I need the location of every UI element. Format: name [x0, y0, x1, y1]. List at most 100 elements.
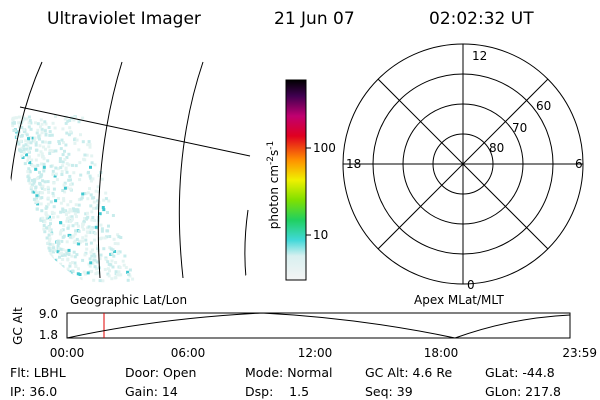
pixel	[60, 229, 63, 232]
date: 21 Jun 07	[274, 9, 355, 29]
pixel	[92, 252, 96, 256]
pixel	[68, 174, 72, 178]
pixel	[96, 185, 100, 189]
pixel	[68, 271, 72, 275]
pixel	[68, 262, 72, 266]
pixel	[88, 143, 92, 147]
pixel	[101, 206, 105, 209]
pixel	[97, 271, 101, 275]
pixel	[104, 191, 108, 195]
x-tick-label: 18:00	[424, 346, 459, 360]
pixel	[37, 194, 40, 198]
pixel	[81, 116, 85, 120]
pixel	[63, 276, 66, 279]
pixel	[92, 278, 96, 282]
pixel	[40, 122, 44, 126]
pixel	[106, 211, 109, 214]
pixel	[62, 224, 66, 227]
pixel	[52, 187, 56, 191]
pixel	[89, 241, 93, 245]
pixel	[48, 248, 52, 252]
status-field: Dsp: 1.5	[245, 384, 309, 399]
pixel	[100, 177, 104, 181]
pixel	[59, 262, 63, 266]
pixel	[48, 152, 52, 155]
pixel	[89, 179, 93, 183]
pixel	[74, 164, 78, 168]
pixel	[33, 136, 37, 140]
pixel	[39, 174, 43, 178]
pixel	[51, 215, 55, 219]
pixel	[46, 187, 50, 191]
label-exponent: -2	[266, 156, 276, 165]
pixel	[11, 121, 15, 125]
pixel	[65, 170, 69, 174]
pixel	[61, 153, 65, 157]
pixel	[71, 163, 74, 167]
pixel	[63, 158, 67, 161]
pixel	[109, 263, 113, 267]
pixel	[113, 276, 117, 280]
pixel	[94, 189, 98, 193]
pixel	[25, 117, 29, 121]
pixel	[60, 138, 64, 142]
pixel	[68, 234, 72, 237]
pixel	[90, 210, 94, 214]
pixel	[73, 255, 77, 259]
pixel	[55, 262, 58, 266]
colorbar	[285, 79, 307, 281]
pixel	[72, 250, 76, 254]
pixel	[86, 197, 90, 201]
pixel	[110, 252, 114, 256]
pixel	[47, 141, 51, 145]
pixel	[41, 187, 44, 190]
pixel	[76, 267, 80, 271]
pixel	[15, 116, 18, 120]
pixel	[103, 268, 107, 271]
pixel	[78, 239, 82, 243]
pixel	[25, 147, 29, 151]
pixel	[99, 253, 103, 257]
pixel	[78, 161, 82, 165]
pixel	[54, 199, 58, 203]
pixel	[20, 133, 24, 137]
y-tick-label: 1.8	[39, 328, 58, 342]
pixel	[27, 176, 31, 180]
time: 02:02:32 UT	[429, 9, 534, 29]
pixel	[76, 210, 80, 214]
pixel	[86, 191, 90, 195]
pixel	[123, 254, 127, 258]
pixel	[63, 190, 67, 194]
pixel	[126, 270, 130, 274]
pixel	[81, 236, 85, 240]
pixel	[61, 248, 65, 251]
pixel	[56, 215, 60, 219]
pixel	[80, 225, 84, 229]
pixel	[74, 210, 78, 214]
status-field: GC Alt: 4.6 Re	[365, 365, 452, 380]
pixel	[35, 148, 39, 152]
pixel	[76, 272, 80, 276]
pixel	[61, 164, 65, 168]
pixel	[41, 179, 45, 183]
pixel	[52, 246, 56, 250]
pixel	[23, 162, 27, 166]
pixel	[58, 279, 62, 282]
pixel	[81, 140, 85, 144]
status-field: Door: Open	[125, 365, 196, 380]
pixel	[46, 202, 50, 206]
pixel	[53, 265, 57, 268]
pixel	[42, 169, 46, 173]
pixel	[108, 269, 111, 273]
pixel	[59, 247, 63, 251]
pixel	[30, 158, 34, 162]
pixel	[19, 150, 23, 154]
pixel	[47, 215, 51, 219]
pixel	[65, 156, 69, 159]
pixel	[47, 190, 51, 194]
pixel	[17, 115, 21, 119]
pixel	[34, 186, 38, 189]
pixel	[59, 166, 63, 170]
pixel	[101, 279, 105, 283]
